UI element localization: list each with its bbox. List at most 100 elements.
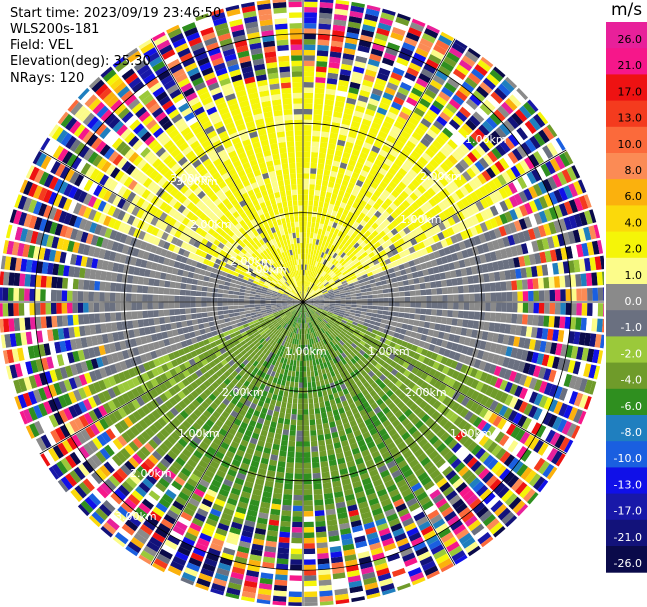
velocity-bin: [409, 290, 416, 296]
velocity-bin: [355, 273, 362, 278]
velocity-bin: [350, 307, 357, 311]
velocity-bin: [386, 81, 399, 91]
velocity-bin: [329, 298, 336, 301]
velocity-bin: [373, 189, 382, 198]
velocity-bin: [349, 206, 357, 214]
velocity-bin: [385, 185, 394, 194]
velocity-bin: [473, 311, 480, 320]
velocity-bin: [304, 575, 317, 581]
velocity-bin: [315, 66, 327, 73]
velocity-bin: [377, 289, 383, 294]
velocity-bin: [370, 214, 379, 222]
velocity-bin: [414, 160, 425, 170]
velocity-bin: [558, 187, 569, 201]
velocity-bin: [307, 287, 311, 293]
velocity-bin: [548, 191, 559, 205]
velocity-bin: [499, 213, 509, 225]
velocity-bin: [442, 107, 455, 118]
velocity-bin: [309, 189, 315, 196]
velocity-bin: [394, 139, 405, 149]
velocity-bin: [421, 181, 431, 191]
velocity-bin: [337, 206, 345, 214]
velocity-bin: [286, 462, 294, 469]
velocity-bin: [278, 412, 285, 419]
velocity-bin: [603, 287, 604, 301]
velocity-bin: [435, 180, 445, 191]
velocity-bin: [360, 234, 368, 242]
velocity-bin: [368, 251, 375, 258]
velocity-bin: [306, 237, 310, 244]
velocity-bin: [423, 191, 432, 201]
velocity-bin: [303, 366, 307, 372]
velocity-bin: [342, 151, 351, 159]
velocity-bin: [335, 300, 341, 302]
velocity-bin: [392, 316, 399, 322]
velocity-bin: [328, 293, 335, 297]
velocity-bin: [319, 284, 324, 289]
velocity-bin: [303, 393, 308, 399]
velocity-bin: [461, 208, 470, 219]
velocity-bin: [312, 125, 321, 132]
velocity-bin: [451, 224, 460, 234]
velocity-bin: [303, 264, 305, 270]
velocity-bin: [323, 487, 333, 494]
velocity-bin: [322, 174, 330, 182]
velocity-bin: [548, 221, 557, 235]
velocity-bin: [316, 274, 321, 280]
velocity-bin: [563, 216, 573, 231]
velocity-bin: [343, 284, 349, 289]
velocity-bin: [415, 296, 422, 302]
velocity-bin: [382, 234, 390, 242]
velocity-bin: [339, 266, 345, 272]
velocity-bin: [335, 303, 341, 306]
velocity-bin: [339, 69, 352, 77]
velocity-bin: [330, 283, 337, 288]
velocity-bin: [336, 282, 343, 287]
velocity-bin: [347, 243, 354, 250]
velocity-bin: [324, 260, 330, 266]
velocity-bin: [391, 125, 402, 135]
velocity-bin: [474, 188, 484, 200]
velocity-bin: [379, 249, 387, 257]
velocity-bin: [437, 201, 447, 211]
velocity-bin: [503, 137, 516, 150]
velocity-bin: [350, 275, 357, 280]
velocity-bin: [356, 302, 363, 305]
velocity-bin: [504, 97, 518, 111]
velocity-bin: [387, 193, 396, 202]
velocity-bin: [340, 252, 346, 258]
velocity-bin: [505, 247, 513, 258]
velocity-bin: [379, 260, 387, 267]
velocity-bin: [333, 106, 344, 113]
velocity-bin: [415, 47, 429, 58]
velocity-bin: [538, 196, 549, 209]
velocity-bin: [306, 366, 311, 372]
velocity-bin: [394, 185, 404, 194]
velocity-bin: [520, 142, 532, 156]
velocity-bin: [361, 302, 368, 306]
velocity-bin: [292, 505, 303, 512]
velocity-bin: [384, 116, 395, 125]
velocity-bin: [303, 49, 316, 56]
velocity-bin: [289, 580, 302, 587]
velocity-bin: [307, 297, 313, 300]
velocity-bin: [315, 217, 321, 224]
velocity-bin: [401, 256, 409, 264]
velocity-bin: [299, 360, 303, 367]
velocity-bin: [225, 321, 232, 327]
velocity-bin: [202, 317, 209, 323]
velocity-bin: [403, 186, 413, 196]
velocity-bin: [335, 95, 346, 103]
velocity-bin: [414, 314, 421, 320]
velocity-bin: [463, 155, 474, 167]
velocity-bin: [294, 473, 303, 480]
velocity-bin: [380, 319, 387, 324]
velocity-bin: [312, 294, 318, 298]
velocity-bin: [321, 466, 330, 473]
velocity-bin: [376, 285, 383, 290]
velocity-bin: [413, 258, 421, 266]
velocity-bin: [358, 174, 366, 183]
velocity-bin: [418, 73, 431, 84]
velocity-bin: [432, 120, 445, 131]
velocity-bin: [347, 259, 353, 265]
